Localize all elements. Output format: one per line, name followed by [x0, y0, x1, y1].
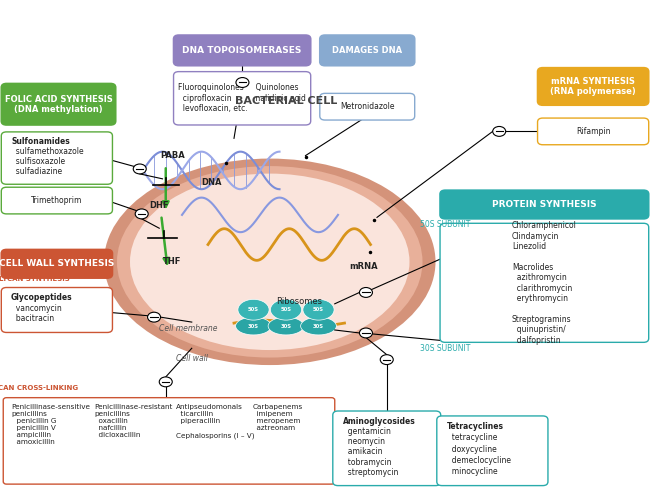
Text: PROTEIN SYNTHESIS: PROTEIN SYNTHESIS — [492, 200, 597, 209]
FancyBboxPatch shape — [538, 68, 649, 105]
Text: Trimethoprim: Trimethoprim — [31, 196, 83, 205]
Text: 50S SUBUNIT: 50S SUBUNIT — [420, 220, 471, 229]
Text: gentamicin: gentamicin — [343, 427, 391, 436]
Circle shape — [359, 288, 372, 297]
Text: Metronidazole: Metronidazole — [340, 102, 395, 111]
Text: Aminoglycosides: Aminoglycosides — [343, 416, 415, 426]
FancyBboxPatch shape — [320, 35, 415, 66]
Text: neomycin: neomycin — [343, 437, 385, 446]
Ellipse shape — [104, 159, 436, 365]
Text: DAMAGES DNA: DAMAGES DNA — [332, 46, 402, 55]
Circle shape — [133, 164, 146, 174]
FancyBboxPatch shape — [1, 249, 112, 278]
FancyBboxPatch shape — [174, 35, 311, 66]
Text: Penicillinase-sensitive
penicillins
  penicillin G
  penicillin V
  ampicillin
 : Penicillinase-sensitive penicillins peni… — [12, 404, 91, 445]
Text: Carbapenems
  imipenem
  meropenem
  aztreonam: Carbapenems imipenem meropenem aztreonam — [252, 404, 302, 431]
Text: tetracycline: tetracycline — [447, 433, 497, 442]
Text: Tetracyclines: Tetracyclines — [447, 422, 504, 431]
Ellipse shape — [238, 299, 269, 320]
Text: mRNA SYNTHESIS
(RNA polymerase): mRNA SYNTHESIS (RNA polymerase) — [551, 77, 636, 96]
FancyBboxPatch shape — [333, 411, 441, 486]
Text: demeclocycline: demeclocycline — [447, 456, 510, 465]
Text: FOLIC ACID SYNTHESIS
(DNA methylation): FOLIC ACID SYNTHESIS (DNA methylation) — [5, 94, 112, 114]
Text: Antipseudomonals
  ticarcillin
  piperacillin

Cephalosporins (I – V): Antipseudomonals ticarcillin piperacilli… — [176, 404, 254, 439]
Text: PEPTIDOGLYCAN CROSS-LINKING: PEPTIDOGLYCAN CROSS-LINKING — [0, 385, 79, 391]
Text: mRNA: mRNA — [350, 262, 378, 271]
Circle shape — [380, 355, 393, 365]
Text: sulfadiazine: sulfadiazine — [11, 167, 62, 176]
Text: 50S: 50S — [248, 307, 259, 312]
Text: minocycline: minocycline — [447, 467, 497, 476]
Text: 30S: 30S — [313, 324, 324, 329]
Text: DNA TOPOISOMERASES: DNA TOPOISOMERASES — [183, 46, 302, 55]
Ellipse shape — [235, 317, 272, 335]
Circle shape — [148, 312, 161, 322]
Ellipse shape — [270, 299, 302, 320]
Circle shape — [135, 209, 148, 219]
Text: THF: THF — [163, 257, 181, 266]
Text: Glycopeptides: Glycopeptides — [11, 293, 73, 302]
FancyBboxPatch shape — [440, 223, 649, 342]
Text: tobramycin: tobramycin — [343, 457, 391, 467]
Ellipse shape — [130, 173, 410, 350]
Ellipse shape — [303, 299, 334, 320]
Text: DHF: DHF — [150, 201, 169, 209]
Circle shape — [493, 126, 506, 136]
Ellipse shape — [300, 317, 337, 335]
Text: 30S SUBUNIT: 30S SUBUNIT — [420, 344, 471, 353]
Text: PEPTIDOGLYCAN SYNTHESIS: PEPTIDOGLYCAN SYNTHESIS — [0, 276, 70, 282]
Text: doxycycline: doxycycline — [447, 445, 497, 453]
Text: PABA: PABA — [160, 151, 185, 160]
Text: vancomycin: vancomycin — [11, 304, 62, 313]
FancyBboxPatch shape — [3, 398, 335, 484]
Text: 30S: 30S — [281, 324, 291, 329]
Text: amikacin: amikacin — [343, 448, 382, 456]
Ellipse shape — [117, 166, 422, 358]
Text: Ribosomes: Ribosomes — [276, 297, 322, 306]
FancyBboxPatch shape — [174, 72, 311, 125]
Text: Cell membrane: Cell membrane — [159, 324, 218, 333]
FancyBboxPatch shape — [538, 118, 649, 145]
Text: Chloramphenicol
Clindamycin
Linezolid

Macrolides
  azithromycin
  clarithromyci: Chloramphenicol Clindamycin Linezolid Ma… — [512, 221, 577, 344]
Text: 30S: 30S — [248, 324, 259, 329]
FancyBboxPatch shape — [437, 416, 548, 486]
Circle shape — [236, 78, 249, 87]
Ellipse shape — [268, 317, 304, 335]
FancyBboxPatch shape — [320, 93, 415, 120]
FancyBboxPatch shape — [1, 288, 112, 332]
FancyBboxPatch shape — [1, 83, 116, 125]
FancyBboxPatch shape — [440, 190, 649, 219]
Text: sulfisoxazole: sulfisoxazole — [11, 157, 65, 166]
Text: bacitracin: bacitracin — [11, 315, 54, 324]
Text: 50S: 50S — [313, 307, 324, 312]
Text: sulfamethoxazole: sulfamethoxazole — [11, 147, 84, 156]
FancyBboxPatch shape — [1, 187, 112, 214]
Circle shape — [359, 328, 372, 338]
Text: streptomycin: streptomycin — [343, 468, 398, 477]
Text: DNA: DNA — [201, 178, 222, 187]
Text: Sulfonamides: Sulfonamides — [11, 137, 70, 146]
Circle shape — [159, 377, 172, 387]
Text: Rifampin: Rifampin — [576, 127, 610, 136]
Text: Cell wall: Cell wall — [176, 354, 208, 363]
Text: BACTERIAL CELL: BACTERIAL CELL — [235, 96, 337, 106]
Text: 50S: 50S — [281, 307, 291, 312]
FancyBboxPatch shape — [1, 132, 112, 184]
Text: CELL WALL SYNTHESIS: CELL WALL SYNTHESIS — [0, 259, 114, 268]
Text: Penicillinase-resistant
penicillins
  oxacillin
  nafcillin
  dicloxacillin: Penicillinase-resistant penicillins oxac… — [94, 404, 173, 438]
Text: Fluoroquinolones     Quinolones
  ciprofloxacin          nalidixic acid
  levofl: Fluoroquinolones Quinolones ciprofloxaci… — [178, 83, 306, 113]
